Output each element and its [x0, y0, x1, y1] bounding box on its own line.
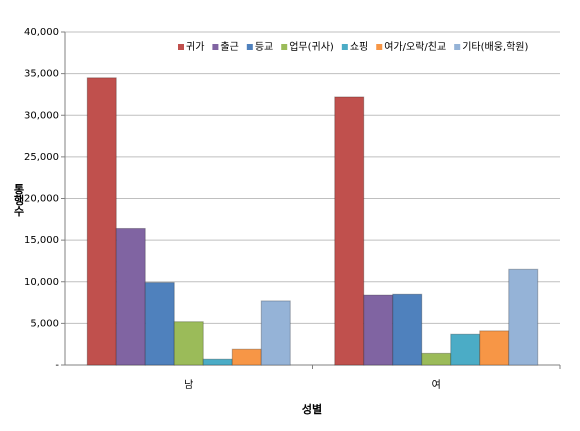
y-axis-title: 통행수 — [12, 183, 25, 217]
bar — [173, 321, 204, 366]
bar — [202, 358, 233, 366]
y-tick-label: 20,000 — [24, 194, 59, 205]
bar — [479, 330, 510, 366]
bar — [450, 333, 481, 366]
bar — [508, 268, 539, 366]
legend-swatch — [212, 44, 219, 50]
y-tick-label: 25,000 — [24, 152, 59, 163]
legend-swatch — [246, 44, 253, 50]
legend-label: 등교 — [255, 41, 273, 53]
legend-label: 출근 — [220, 41, 238, 53]
legend-swatch — [341, 44, 348, 50]
y-tick-label: 35,000 — [24, 69, 59, 80]
bar — [392, 293, 423, 366]
y-tick-label: 10,000 — [24, 277, 59, 288]
legend-label: 귀가 — [186, 41, 204, 53]
bar — [144, 282, 175, 366]
legend-swatch — [281, 44, 288, 50]
x-tick-label: 남 — [184, 379, 193, 391]
y-tick-label: - — [55, 360, 59, 371]
y-tick-label: 5,000 — [30, 318, 59, 329]
bar — [421, 352, 452, 366]
bar — [86, 77, 117, 366]
bar — [260, 300, 291, 366]
y-tick-label: 15,000 — [24, 235, 59, 246]
x-tick-label: 여 — [432, 379, 441, 391]
x-axis-title: 성별 — [302, 402, 322, 416]
y-tick-label: 30,000 — [24, 110, 59, 121]
bar — [115, 227, 146, 366]
legend-swatch — [178, 44, 184, 50]
legend-swatch — [376, 44, 383, 50]
legend-label: 여가/오락/친교 — [384, 41, 446, 53]
legend-label: 기타(배웅,학원) — [462, 41, 528, 53]
legend-swatch — [454, 44, 461, 50]
bar — [231, 348, 262, 366]
bar — [363, 294, 394, 366]
y-tick-label: 40,000 — [24, 27, 59, 38]
legend-label: 업무(귀사) — [289, 40, 334, 53]
bar — [334, 96, 365, 366]
legend-label: 쇼핑 — [350, 41, 368, 53]
